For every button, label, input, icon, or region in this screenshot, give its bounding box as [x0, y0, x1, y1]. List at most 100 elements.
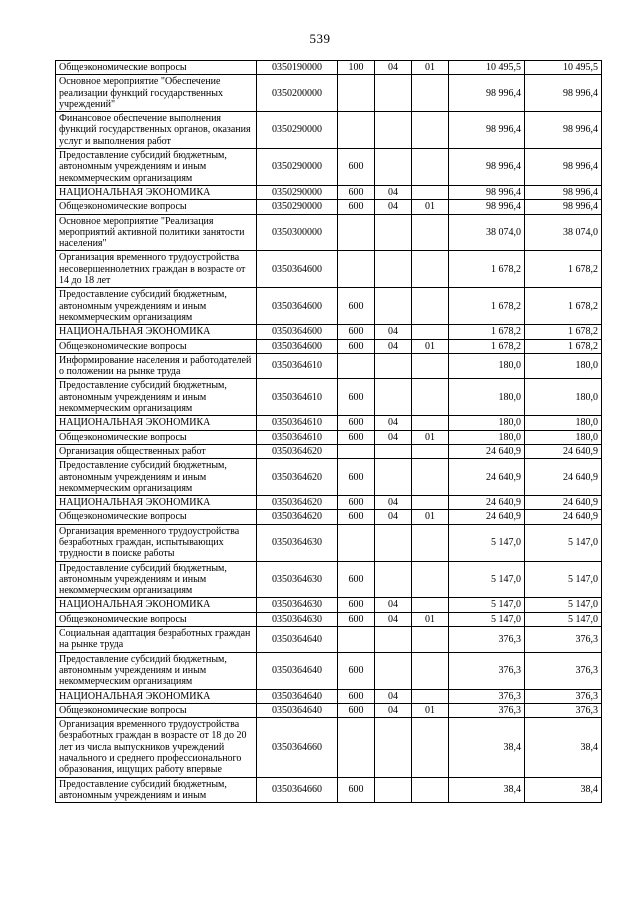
row-section-code: 04: [374, 509, 412, 525]
row-amount-1: 5 147,0: [448, 597, 525, 613]
row-code: 0350300000: [256, 213, 338, 252]
budget-table-body: Общеэкономические вопросы 0350190000 100 04…: [55, 59, 602, 804]
row-amount-1: 10 495,5: [448, 59, 525, 76]
row-subsection-code: 01: [411, 702, 449, 719]
row-amount-2: 376,3: [524, 651, 602, 690]
row-amount-2: 1 678,2: [524, 324, 602, 340]
row-name: Общеэкономические вопросы: [55, 702, 257, 719]
table-row: Предоставление субсидий бюджетным, автон…: [55, 148, 602, 186]
row-expense-type-code: 600: [337, 415, 375, 431]
row-subsection-code: 01: [411, 59, 449, 76]
row-amount-1: 98 996,4: [448, 184, 525, 201]
row-amount-2: 24 640,9: [524, 458, 602, 497]
row-name: Социальная адаптация безработных граждан…: [55, 626, 257, 653]
row-expense-type-code: 100: [337, 59, 375, 76]
row-subsection-code: [411, 111, 449, 150]
row-name: Основное мероприятие "Обеспечение реализ…: [55, 74, 257, 113]
table-row: Организация временного трудоустройства б…: [55, 523, 602, 562]
table-row: Общеэкономические вопросы 0350290000 600 04…: [55, 199, 602, 215]
table-row: Предоставление субсидий бюджетным, автон…: [55, 287, 602, 326]
row-section-code: [374, 651, 412, 690]
row-name: НАЦИОНАЛЬНАЯ ЭКОНОМИКА: [55, 495, 257, 511]
row-section-code: 04: [374, 324, 412, 340]
row-name: НАЦИОНАЛЬНАЯ ЭКОНОМИКА: [55, 324, 257, 340]
table-row: Информирование населения и работодателей…: [55, 352, 602, 380]
row-code: 0350200000: [256, 74, 338, 113]
row-name: Предоставление субсидий бюджетным, автон…: [55, 560, 257, 599]
row-expense-type-code: [337, 717, 375, 778]
row-amount-2: 1 678,2: [524, 338, 602, 354]
row-amount-2: 5 147,0: [524, 597, 602, 613]
table-row: Основное мероприятие "Реализация меропри…: [55, 213, 602, 252]
row-subsection-code: [411, 74, 449, 113]
row-section-code: [374, 458, 412, 497]
row-amount-2: 38,4: [524, 717, 602, 778]
row-subsection-code: [411, 495, 449, 511]
row-subsection-code: [411, 597, 449, 613]
row-subsection-code: [411, 250, 449, 289]
row-code: 0350364630: [256, 611, 338, 628]
row-expense-type-code: 600: [337, 597, 375, 613]
row-code: 0350364660: [256, 717, 338, 778]
row-name: Предоставление субсидий бюджетным, автон…: [55, 287, 257, 326]
row-expense-type-code: [337, 523, 375, 562]
row-expense-type-code: 600: [337, 611, 375, 628]
row-code: 0350364600: [256, 324, 338, 340]
table-row: НАЦИОНАЛЬНАЯ ЭКОНОМИКА 0350364620 600 04 24 …: [55, 495, 602, 511]
row-expense-type-code: 600: [337, 287, 375, 326]
row-section-code: [374, 776, 412, 804]
row-expense-type-code: [337, 443, 375, 460]
row-code: 0350364640: [256, 651, 338, 690]
table-row: НАЦИОНАЛЬНАЯ ЭКОНОМИКА 0350364640 600 04 376…: [55, 688, 602, 704]
row-amount-2: 5 147,0: [524, 611, 602, 628]
row-amount-2: 24 640,9: [524, 495, 602, 511]
table-row: Предоставление субсидий бюджетным, автон…: [55, 560, 602, 599]
row-name: Предоставление субсидий бюджетным, автон…: [55, 378, 257, 417]
table-row: НАЦИОНАЛЬНАЯ ЭКОНОМИКА 0350364610 600 04 180…: [55, 415, 602, 431]
row-subsection-code: [411, 717, 449, 778]
row-subsection-code: 01: [411, 509, 449, 525]
row-code: 0350290000: [256, 111, 338, 150]
row-amount-1: 98 996,4: [448, 111, 525, 150]
row-amount-1: 376,3: [448, 688, 525, 704]
row-code: 0350364620: [256, 495, 338, 511]
row-code: 0350364640: [256, 626, 338, 653]
row-subsection-code: [411, 776, 449, 804]
row-name: Предоставление субсидий бюджетным, автон…: [55, 651, 257, 690]
row-expense-type-code: 600: [337, 776, 375, 804]
page-number: 539: [309, 31, 331, 46]
row-subsection-code: [411, 443, 449, 460]
row-code: 0350190000: [256, 59, 338, 76]
row-section-code: [374, 443, 412, 460]
table-row: Предоставление субсидий бюджетным, автон…: [55, 378, 602, 417]
row-section-code: 04: [374, 429, 412, 445]
row-section-code: [374, 626, 412, 653]
row-amount-1: 376,3: [448, 651, 525, 690]
row-amount-1: 1 678,2: [448, 338, 525, 354]
row-amount-1: 180,0: [448, 352, 525, 380]
row-subsection-code: [411, 523, 449, 562]
row-section-code: [374, 378, 412, 417]
row-subsection-code: [411, 688, 449, 704]
row-amount-1: 1 678,2: [448, 287, 525, 326]
row-section-code: [374, 74, 412, 113]
row-amount-1: 1 678,2: [448, 324, 525, 340]
row-amount-2: 1 678,2: [524, 287, 602, 326]
row-expense-type-code: 600: [337, 458, 375, 497]
row-amount-1: 24 640,9: [448, 509, 525, 525]
row-name: Предоставление субсидий бюджетным, автон…: [55, 458, 257, 497]
row-code: 0350364600: [256, 287, 338, 326]
row-expense-type-code: [337, 213, 375, 252]
row-subsection-code: [411, 651, 449, 690]
row-amount-1: 5 147,0: [448, 560, 525, 599]
row-section-code: [374, 148, 412, 186]
row-amount-1: 376,3: [448, 626, 525, 653]
table-row: Финансовое обеспечение выполнения функци…: [55, 111, 602, 150]
row-amount-2: 24 640,9: [524, 509, 602, 525]
row-section-code: 04: [374, 59, 412, 76]
row-expense-type-code: 600: [337, 324, 375, 340]
row-amount-2: 376,3: [524, 702, 602, 719]
row-expense-type-code: 600: [337, 509, 375, 525]
row-amount-1: 5 147,0: [448, 523, 525, 562]
row-amount-2: 98 996,4: [524, 199, 602, 215]
